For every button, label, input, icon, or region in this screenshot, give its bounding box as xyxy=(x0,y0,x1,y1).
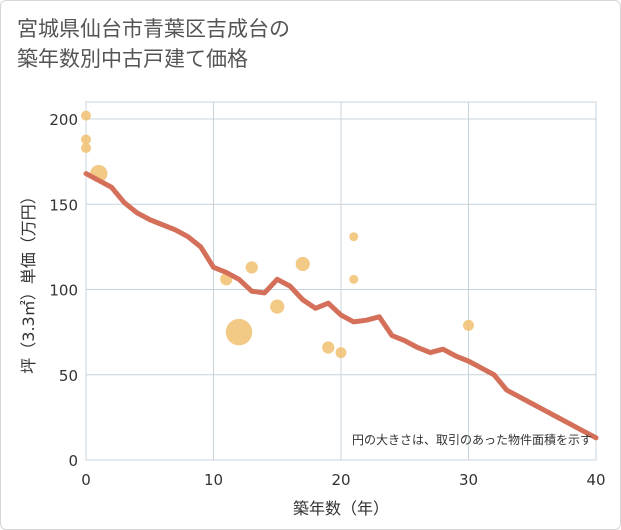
scatter-point xyxy=(81,134,91,145)
scatter-point xyxy=(270,299,285,314)
scatter-point xyxy=(81,110,91,121)
scatter-point xyxy=(335,347,347,359)
y-tick-label: 200 xyxy=(49,111,78,129)
x-tick-label: 10 xyxy=(204,471,223,489)
x-tick-label: 40 xyxy=(586,471,605,489)
scatter-point xyxy=(322,341,335,354)
scatter-bubbles xyxy=(81,110,474,359)
scatter-point xyxy=(349,232,359,242)
x-tick-label: 30 xyxy=(459,471,478,489)
x-tick-label: 0 xyxy=(81,471,91,489)
trend-line xyxy=(83,171,599,441)
scatter-point xyxy=(295,256,310,272)
scatter-point xyxy=(463,319,474,331)
scatter-point xyxy=(349,274,359,284)
scatter-point xyxy=(225,318,253,346)
trend-series xyxy=(83,171,599,441)
y-tick-label: 150 xyxy=(49,196,78,214)
grid-lines xyxy=(86,102,596,460)
y-tick-label: 100 xyxy=(49,282,78,300)
bubble-size-note: 円の大きさは、取引のあった物件面積を示す xyxy=(352,432,592,447)
scatter-point xyxy=(245,261,258,274)
scatter-point xyxy=(81,143,91,154)
tick-labels: 0 10 20 30 40 0 50 100 150 200 xyxy=(49,111,605,489)
chart-title: 宮城県仙台市青葉区吉成台の 築年数別中古戸建て価格 xyxy=(17,17,290,71)
y-tick-label: 50 xyxy=(59,367,78,385)
x-tick-label: 20 xyxy=(331,471,350,489)
y-tick-label: 0 xyxy=(68,452,78,470)
y-axis-label: 坪（3.3㎡）単価（万円） xyxy=(19,188,38,373)
x-axis-label: 築年数（年） xyxy=(293,499,389,518)
